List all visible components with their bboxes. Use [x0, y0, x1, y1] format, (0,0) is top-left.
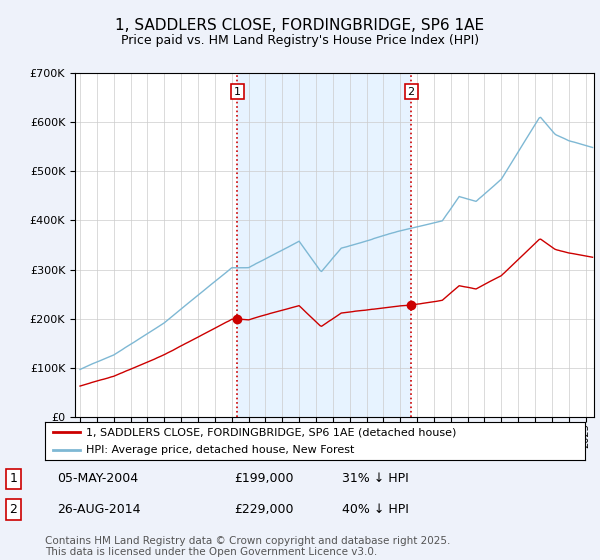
Text: 2: 2 — [407, 87, 415, 96]
Bar — [238, 73, 411, 417]
Text: £229,000: £229,000 — [234, 503, 293, 516]
Text: £199,000: £199,000 — [234, 472, 293, 486]
Text: Price paid vs. HM Land Registry's House Price Index (HPI): Price paid vs. HM Land Registry's House … — [121, 34, 479, 46]
Text: 1, SADDLERS CLOSE, FORDINGBRIDGE, SP6 1AE: 1, SADDLERS CLOSE, FORDINGBRIDGE, SP6 1A… — [115, 18, 485, 33]
Text: 1: 1 — [9, 472, 17, 486]
Text: Contains HM Land Registry data © Crown copyright and database right 2025.
This d: Contains HM Land Registry data © Crown c… — [45, 535, 451, 557]
Text: 2: 2 — [9, 503, 17, 516]
Text: 26-AUG-2014: 26-AUG-2014 — [57, 503, 140, 516]
Text: 05-MAY-2004: 05-MAY-2004 — [57, 472, 138, 486]
Text: 40% ↓ HPI: 40% ↓ HPI — [342, 503, 409, 516]
Text: 1, SADDLERS CLOSE, FORDINGBRIDGE, SP6 1AE (detached house): 1, SADDLERS CLOSE, FORDINGBRIDGE, SP6 1A… — [86, 427, 456, 437]
Text: HPI: Average price, detached house, New Forest: HPI: Average price, detached house, New … — [86, 445, 354, 455]
Text: 31% ↓ HPI: 31% ↓ HPI — [342, 472, 409, 486]
Text: 1: 1 — [234, 87, 241, 96]
